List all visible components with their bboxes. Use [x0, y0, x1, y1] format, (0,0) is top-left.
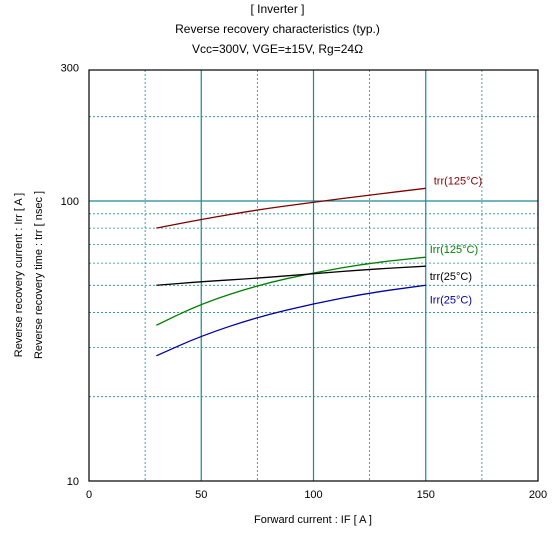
x-tick-label: 0	[86, 489, 92, 501]
series-line-0	[156, 187, 426, 229]
y-tick-label: 300	[61, 62, 79, 74]
axis-ticks: 0 50 100 150 200 10 100 300	[61, 62, 548, 501]
series-labels: trr(125°C) Irr(125°C) trr(25°C) Irr(25°C)	[430, 175, 482, 306]
series-label-1: Irr(125°C)	[430, 244, 478, 256]
series-line-2	[156, 265, 426, 286]
chart-conditions: Vcc=300V, VGE=±15V, Rg=24Ω	[191, 42, 364, 56]
y-axis-label-time: Reverse recovery time : trr [ nsec ]	[33, 191, 45, 359]
series-lines	[156, 187, 426, 357]
y-tick-label: 100	[61, 196, 79, 208]
series-line-3	[156, 284, 426, 357]
series-label-2: trr(25°C)	[430, 271, 472, 283]
series-label-3: Irr(25°C)	[430, 294, 472, 306]
chart-title-line-2: Reverse recovery characteristics (typ.)	[175, 22, 380, 36]
x-tick-label: 150	[417, 489, 435, 501]
series-label-0: trr(125°C)	[434, 175, 482, 187]
y-tick-label: 10	[67, 476, 79, 488]
x-tick-label: 100	[304, 489, 322, 501]
x-tick-label: 50	[195, 489, 207, 501]
x-axis-label: Forward current : IF [ A ]	[254, 514, 372, 526]
x-tick-label: 200	[529, 489, 547, 501]
plot-frame	[88, 69, 539, 482]
y-axis-label-current: Reverse recovery current : Irr [ A ]	[13, 193, 25, 357]
chart-title-line-1: [ Inverter ]	[250, 2, 305, 16]
grid	[89, 70, 538, 481]
series-line-1	[156, 256, 426, 326]
